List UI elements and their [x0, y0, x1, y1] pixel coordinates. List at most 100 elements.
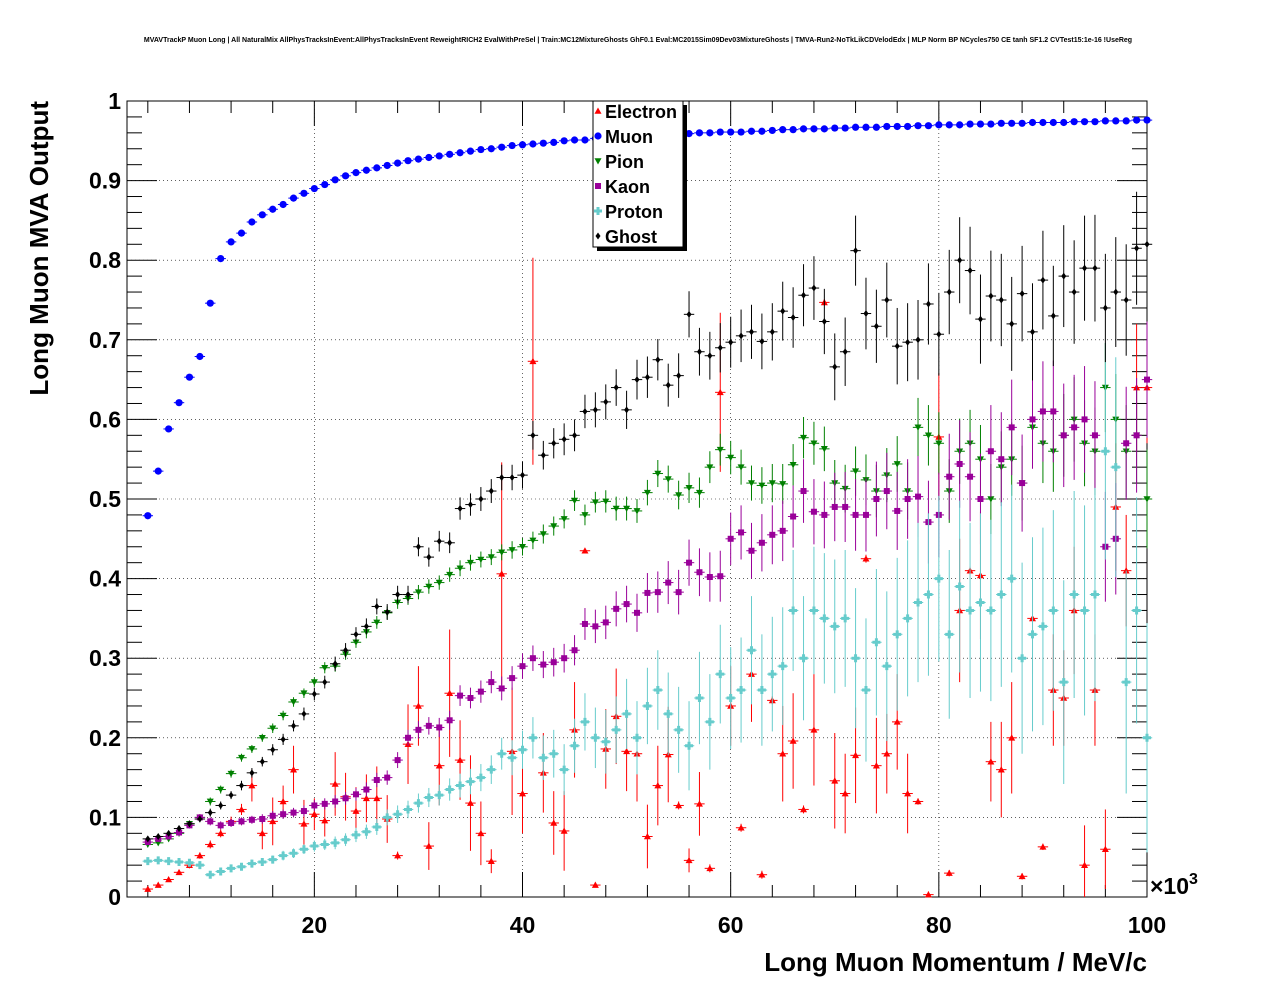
kaon-marker [176, 829, 183, 836]
muon-point [746, 127, 757, 135]
proton-marker [435, 791, 444, 800]
x-axis-multiplier: ×103 [1150, 871, 1198, 899]
pion-point [288, 697, 299, 707]
kaon-marker [394, 757, 401, 764]
x-tick-label: 20 [302, 912, 328, 938]
ghost-marker [1061, 272, 1067, 280]
legend-entry-muon: Muon [594, 127, 653, 147]
proton-point [579, 693, 591, 751]
pion-marker [352, 639, 360, 646]
legend-box [592, 100, 684, 248]
muon-marker [279, 200, 287, 209]
kaon-marker [915, 493, 922, 500]
ghost-point [382, 604, 393, 620]
ghost-marker [478, 495, 484, 503]
electron-marker [237, 805, 245, 813]
kaon-point [902, 459, 913, 539]
proton-marker [955, 582, 964, 591]
electron-marker [321, 817, 329, 824]
electron-marker [196, 852, 204, 859]
ghost-marker [863, 310, 869, 318]
pion-point [434, 575, 445, 590]
kaon-point [808, 479, 820, 545]
kaon-marker [280, 811, 287, 818]
x-tick-label: 100 [1128, 912, 1166, 938]
proton-marker [279, 851, 288, 860]
pion-point [819, 426, 830, 472]
muon-point [267, 205, 278, 213]
proton-point [392, 805, 403, 823]
proton-marker [331, 838, 340, 847]
kaon-point [839, 471, 851, 542]
muon-marker [1018, 119, 1026, 127]
muon-point [184, 373, 195, 381]
proton-marker [851, 654, 860, 663]
ghost-marker [540, 451, 546, 459]
electron-point [829, 733, 840, 829]
proton-marker [861, 686, 870, 695]
proton-point [371, 818, 382, 835]
electron-point [912, 797, 924, 805]
proton-marker [466, 777, 475, 786]
proton-marker [716, 670, 725, 679]
y-tick-label: 0.1 [89, 804, 121, 830]
proton-point [1048, 510, 1059, 711]
muon-marker [414, 155, 423, 163]
legend-pion-label: Pion [605, 152, 644, 172]
proton-point [309, 840, 320, 852]
ghost-marker [218, 801, 224, 809]
electron-point [1100, 809, 1111, 890]
kaon-marker [363, 786, 370, 793]
muon-marker [1080, 118, 1089, 126]
ghost-marker [197, 815, 203, 823]
pion-point [215, 785, 226, 794]
pion-marker [924, 432, 932, 439]
ghost-point [892, 307, 903, 385]
kaon-point [527, 645, 539, 671]
ghost-point [1120, 244, 1132, 356]
muon-marker [1112, 117, 1120, 125]
kaon-marker [665, 579, 672, 586]
pion-marker [446, 571, 454, 579]
proton-marker [799, 654, 808, 663]
proton-marker [934, 574, 943, 583]
kaon-marker [207, 818, 214, 825]
kaon-point [996, 412, 1007, 507]
kaon-marker [717, 573, 724, 580]
muon-marker [394, 159, 402, 167]
kaon-point [829, 472, 840, 542]
ghost-marker [322, 678, 328, 686]
ghost-marker [665, 381, 671, 389]
muon-marker [893, 122, 901, 131]
kaon-point [329, 795, 341, 808]
x-tick-labels: 20 40 60 80 100 [302, 912, 1167, 938]
muon-point [579, 136, 591, 144]
proton-point [475, 764, 487, 792]
muon-marker [727, 128, 735, 136]
muon-point [881, 122, 892, 131]
kaon-marker [810, 508, 817, 515]
electron-point [694, 772, 705, 836]
proton-marker [778, 662, 787, 671]
electron-marker [560, 827, 568, 834]
kaon-point [506, 666, 518, 691]
kaon-marker [529, 655, 536, 662]
muon-marker [196, 352, 204, 361]
muon-marker [1143, 116, 1151, 124]
kaon-marker [384, 774, 391, 781]
pion-marker [560, 516, 568, 523]
ghost-point [642, 356, 653, 398]
muon-point [475, 145, 487, 154]
pion-marker [279, 712, 287, 720]
ghost-marker [644, 373, 650, 381]
pion-marker [425, 583, 433, 591]
electron-marker [914, 797, 922, 805]
muon-marker [862, 123, 870, 131]
y-tick-label: 0.9 [89, 168, 121, 194]
electron-marker [1122, 567, 1130, 574]
proton-point [454, 773, 466, 798]
muon-marker [872, 123, 880, 131]
muon-point [694, 129, 705, 137]
muon-marker [695, 129, 704, 137]
muon-point [829, 124, 840, 132]
